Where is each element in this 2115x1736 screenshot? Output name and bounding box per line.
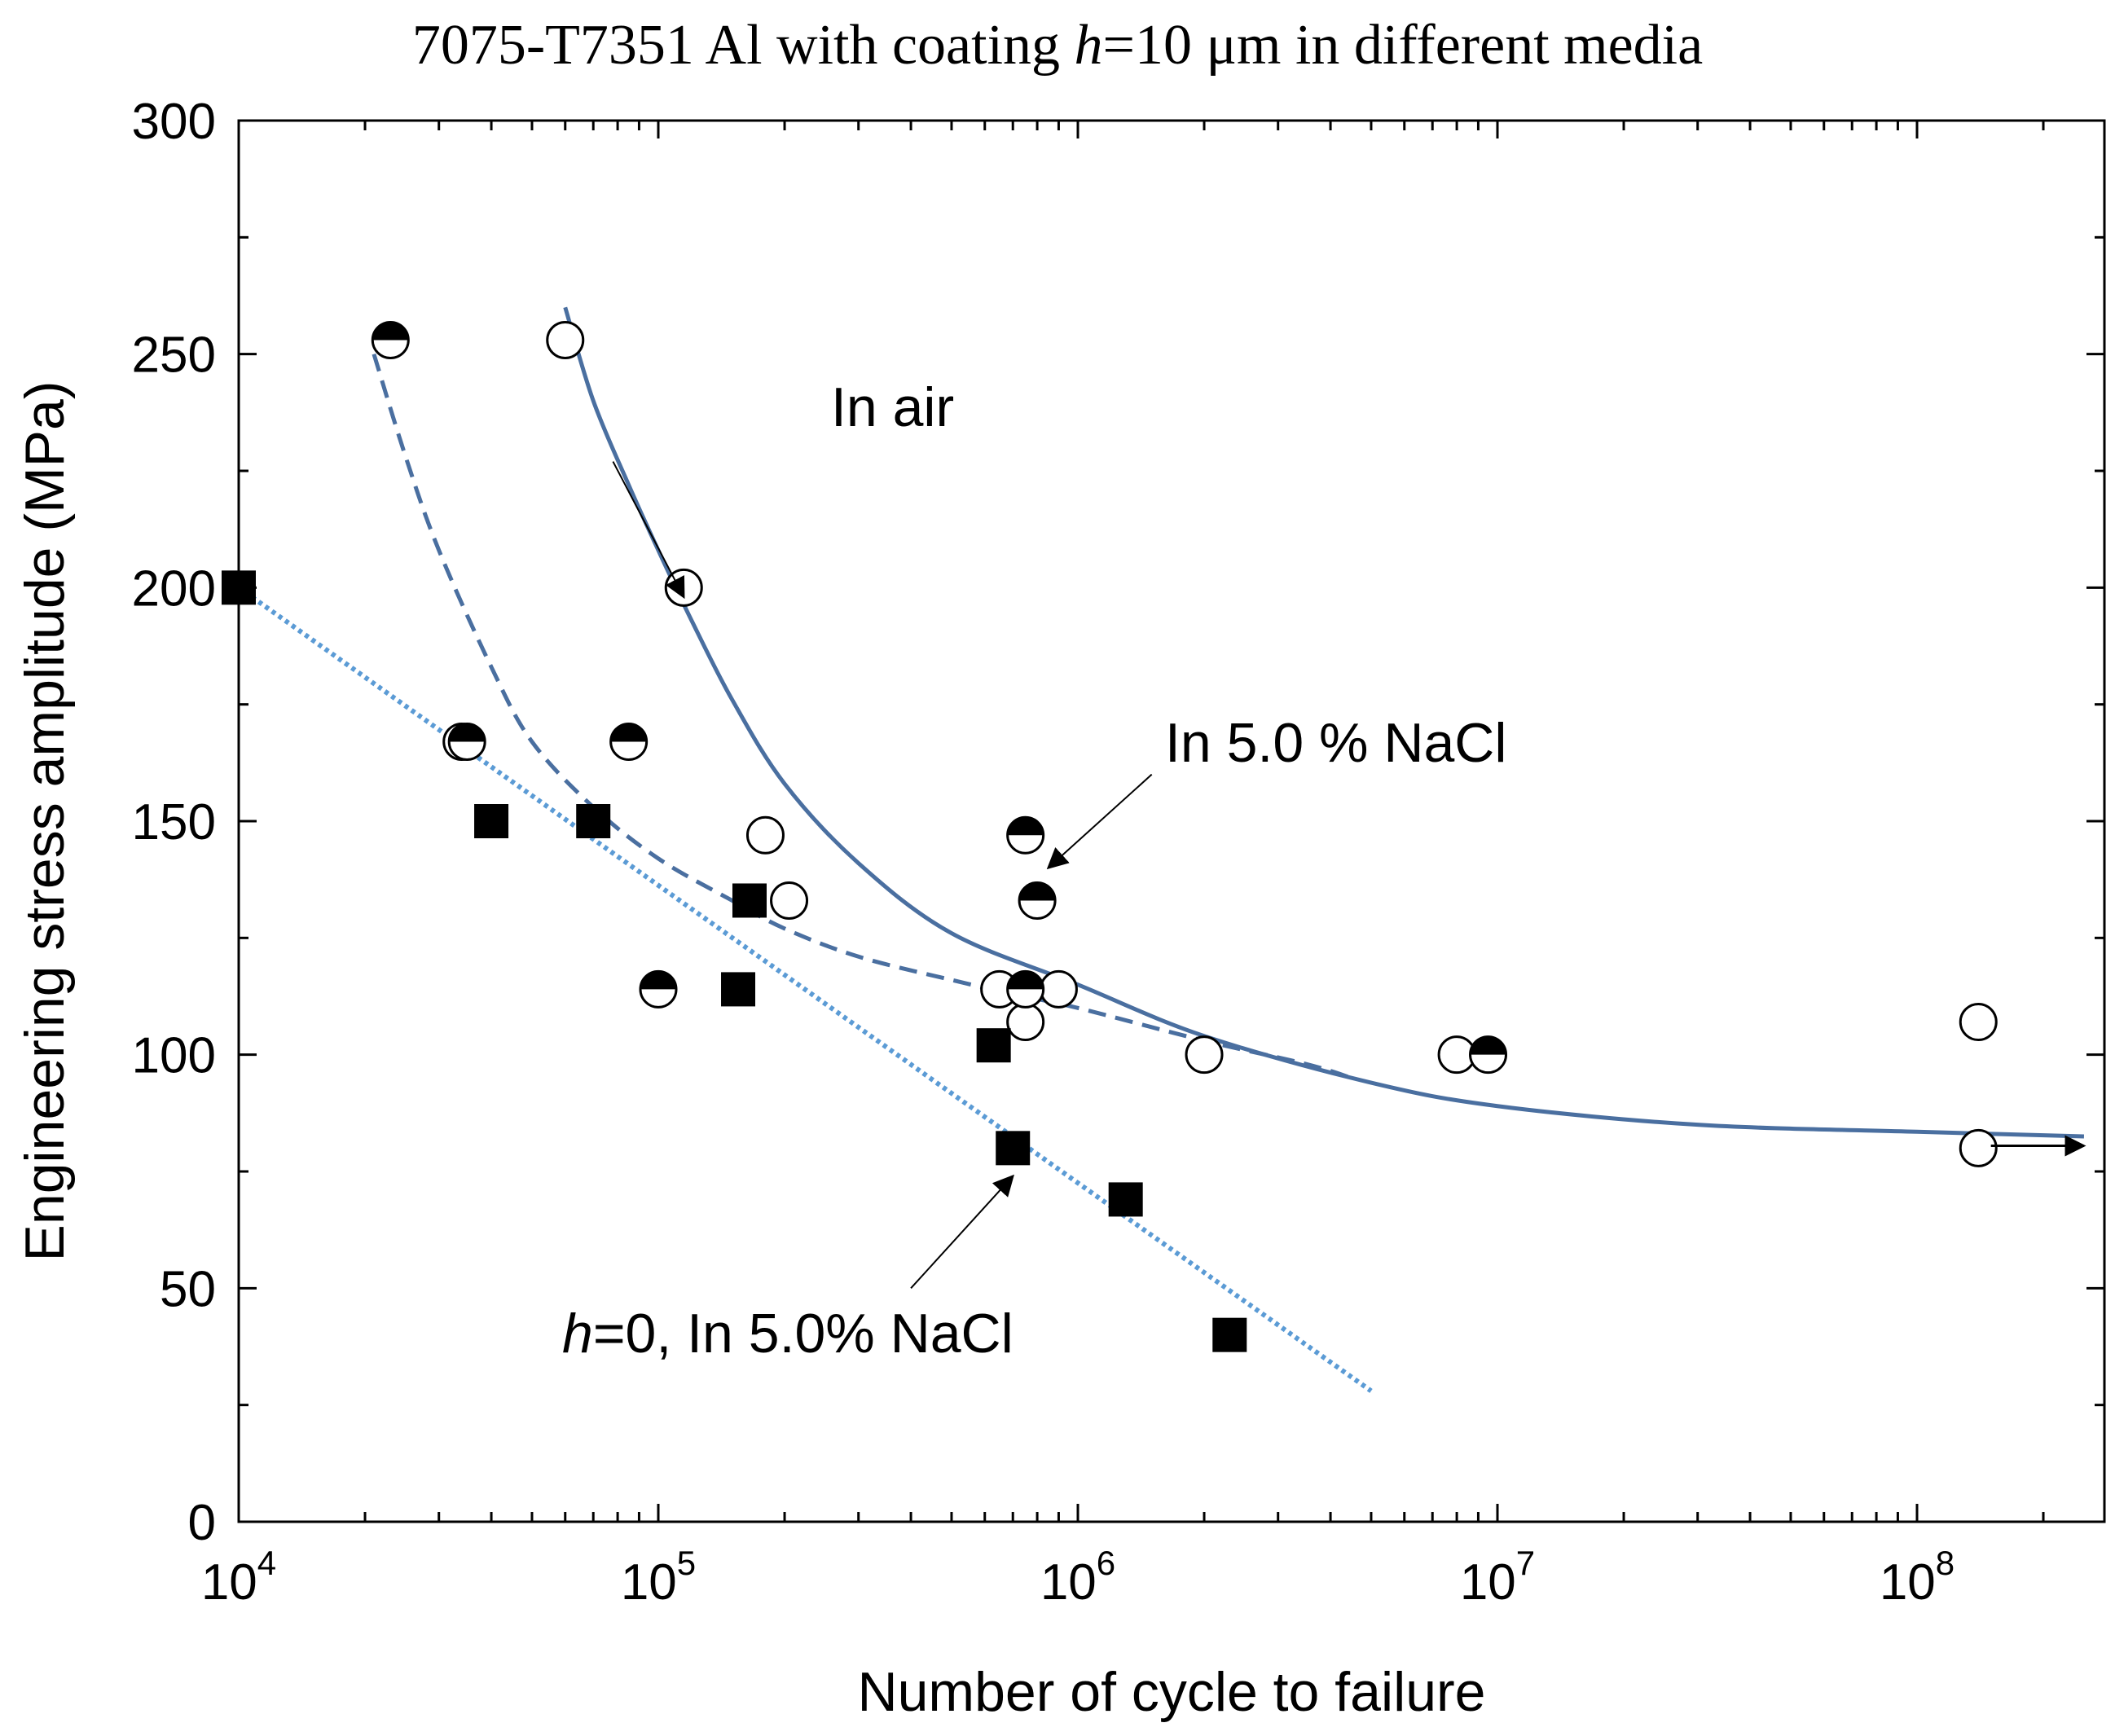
marker-half-circle-fill — [372, 322, 409, 341]
marker-filled-square — [732, 883, 767, 918]
marker-open-circle — [770, 881, 809, 920]
y-tick-label: 100 — [132, 1028, 216, 1084]
marker-half-circle-fill — [610, 723, 647, 742]
annotation-h0-nacl: h=0, In 5.0% NaCl — [562, 1303, 1014, 1365]
y-tick-label: 150 — [132, 794, 216, 850]
marker-open-circle — [1185, 1035, 1224, 1075]
annotation-arrow — [612, 461, 685, 600]
marker-filled-square — [976, 1028, 1011, 1063]
y-axis-title: Engineering stress amplitude (MPa) — [14, 381, 76, 1262]
marker-open-circle — [546, 320, 585, 359]
y-axis-ticks: 0 50 100 150 200 250 300 — [132, 94, 2104, 1551]
marker-open-circle — [1006, 1003, 1045, 1042]
marker-filled-square — [721, 972, 756, 1007]
y-tick-label: 300 — [132, 94, 216, 150]
x-axis-title: Number of cycle to failure — [858, 1661, 1486, 1723]
y-tick-label: 0 — [188, 1495, 216, 1551]
chart-title: 7075-T7351 Al with coating h=10 μm in di… — [412, 14, 1703, 77]
x-tick-label: 108 — [1880, 1544, 1955, 1611]
data-points — [222, 320, 1998, 1352]
marker-half-circle-fill — [449, 723, 486, 742]
fit-curve-dotted — [237, 585, 1373, 1393]
annotation-in-air: In air — [831, 376, 954, 438]
plot-frame — [237, 119, 2106, 1523]
marker-half-circle-fill — [1007, 817, 1044, 836]
y-tick-label: 250 — [132, 327, 216, 384]
fit-curve-solid — [563, 306, 2085, 1139]
y-tick-label: 50 — [160, 1261, 216, 1317]
annotation-in-nacl: In 5.0 % NaCl — [1165, 712, 1507, 774]
x-axis-ticks: 104 105 106 107 108 — [201, 121, 2045, 1611]
marker-open-circle — [1039, 969, 1078, 1009]
x-tick-label: 107 — [1460, 1544, 1535, 1611]
annotation-arrows — [612, 461, 2086, 1290]
fit-curves — [237, 306, 2085, 1393]
marker-filled-square — [222, 570, 256, 605]
marker-filled-square — [1212, 1317, 1247, 1352]
marker-half-circle-fill — [1007, 971, 1044, 990]
marker-open-circle — [1959, 1003, 1998, 1042]
x-tick-label: 105 — [621, 1544, 696, 1611]
marker-half-circle-fill — [640, 971, 676, 990]
marker-filled-square — [996, 1131, 1031, 1166]
marker-half-circle-fill — [1019, 882, 1056, 901]
marker-filled-square — [576, 804, 611, 838]
marker-filled-square — [1108, 1182, 1143, 1217]
marker-open-circle — [745, 815, 785, 855]
marker-half-circle-fill — [1470, 1036, 1506, 1055]
annotation-arrow — [1046, 773, 1153, 870]
marker-filled-square — [474, 804, 509, 838]
x-tick-label: 106 — [1040, 1544, 1115, 1611]
marker-open-circle — [664, 568, 703, 607]
y-tick-label: 200 — [132, 560, 216, 617]
marker-open-circle — [1959, 1128, 1998, 1167]
x-tick-label: 104 — [201, 1544, 276, 1611]
annotation-arrow — [910, 1174, 1014, 1290]
